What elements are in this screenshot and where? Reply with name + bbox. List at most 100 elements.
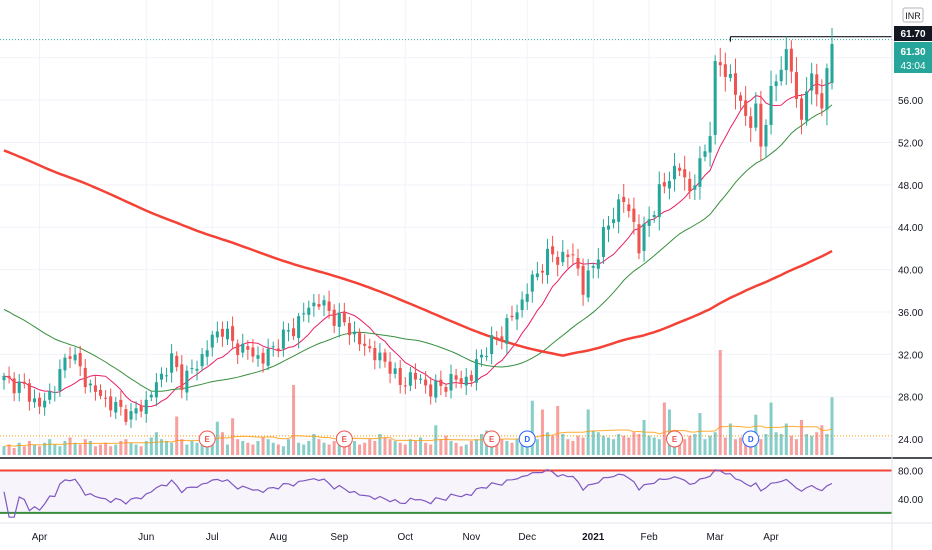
time-tick-label: Sep bbox=[330, 532, 348, 543]
volume-bar bbox=[799, 420, 804, 455]
candle-body bbox=[129, 411, 133, 420]
volume-bar bbox=[383, 437, 387, 455]
price-tick-label: 32.00 bbox=[898, 350, 923, 361]
rsi-indicator bbox=[0, 468, 892, 518]
volume-bar bbox=[48, 439, 52, 455]
price-tick-label: 52.00 bbox=[898, 138, 923, 149]
candle-body bbox=[200, 354, 204, 367]
volume-bar bbox=[718, 350, 722, 455]
volume-bar bbox=[195, 442, 199, 455]
candle-body bbox=[27, 383, 31, 402]
price-axis[interactable]: 60.0056.0052.0048.0044.0040.0036.0032.00… bbox=[898, 54, 923, 506]
candle-body bbox=[236, 343, 240, 356]
candle-body bbox=[302, 313, 306, 315]
volume-bar bbox=[358, 444, 362, 455]
candle-body bbox=[683, 169, 687, 178]
candle-body bbox=[647, 219, 651, 226]
volume-bar bbox=[759, 439, 763, 455]
candle-body bbox=[723, 64, 727, 77]
candle-body bbox=[789, 48, 793, 72]
rsi-tick-label: 80.00 bbox=[898, 466, 923, 477]
time-tick-label: Aug bbox=[269, 532, 287, 543]
earnings-marker[interactable]: E bbox=[666, 430, 684, 448]
candle-body bbox=[332, 309, 336, 326]
rsi-line bbox=[3, 468, 833, 518]
dividend-marker[interactable]: D bbox=[742, 430, 760, 448]
volume-bar bbox=[708, 435, 712, 455]
earnings-marker[interactable]: E bbox=[198, 430, 216, 448]
time-tick-label: Jul bbox=[206, 532, 219, 543]
candle-body bbox=[225, 328, 230, 340]
price-pane[interactable] bbox=[0, 0, 892, 457]
candle-body bbox=[190, 368, 194, 370]
volume-bar bbox=[109, 446, 113, 455]
volume-bar bbox=[530, 400, 534, 455]
earnings-marker[interactable]: E bbox=[335, 430, 353, 448]
volume-bar bbox=[662, 402, 666, 455]
volume-bar bbox=[378, 434, 382, 455]
marker-label: E bbox=[342, 435, 348, 444]
rsi-tick-label: 40.00 bbox=[898, 495, 923, 506]
candle-body bbox=[495, 337, 499, 339]
candle-body bbox=[439, 379, 443, 386]
volume-bar bbox=[246, 442, 250, 455]
candle-body bbox=[251, 347, 255, 357]
marker-label: E bbox=[672, 435, 678, 444]
volume-bar bbox=[180, 439, 184, 455]
candle-body bbox=[281, 329, 285, 349]
candle-body bbox=[474, 359, 478, 383]
volume-bar bbox=[617, 434, 621, 455]
earnings-marker[interactable]: E bbox=[483, 430, 501, 448]
candle-body bbox=[617, 199, 621, 222]
candle-body bbox=[241, 343, 245, 353]
volume-bar bbox=[144, 441, 148, 455]
dividend-marker[interactable]: D bbox=[518, 430, 536, 448]
candle-body bbox=[337, 312, 341, 327]
volume-bar bbox=[388, 439, 392, 455]
candle-body bbox=[297, 316, 301, 338]
candle-body bbox=[657, 184, 661, 218]
volume-bar bbox=[459, 446, 463, 455]
volume-bar bbox=[637, 434, 641, 455]
volume-bar bbox=[129, 442, 133, 455]
volume-bar bbox=[352, 441, 357, 455]
volume-bar bbox=[647, 435, 651, 455]
marker-circle bbox=[335, 430, 353, 448]
candle-body bbox=[596, 259, 600, 269]
candle-body bbox=[378, 352, 382, 361]
candle-body bbox=[17, 381, 21, 393]
ma-long-line bbox=[3, 149, 833, 357]
candle-body bbox=[109, 396, 113, 411]
candle-body bbox=[749, 116, 753, 128]
candle-body bbox=[124, 409, 128, 422]
candle-body bbox=[149, 394, 153, 398]
currency-badge[interactable]: INR bbox=[902, 7, 924, 23]
marker-circle bbox=[198, 430, 216, 448]
volume-bar bbox=[398, 442, 402, 455]
time-axis[interactable]: Apr Jun Jul Aug Sep Oct Nov Dec 2021 Feb Mar Apr bbox=[32, 532, 780, 543]
volume-bar bbox=[688, 435, 692, 455]
volume-bar bbox=[139, 446, 143, 455]
volume-bar bbox=[678, 437, 682, 455]
volume-bar bbox=[22, 446, 26, 455]
volume-bar bbox=[124, 439, 128, 455]
volume-bar bbox=[200, 437, 204, 455]
volume-bar bbox=[256, 441, 260, 455]
candle-body bbox=[693, 185, 697, 190]
volume-bar bbox=[185, 444, 189, 455]
candle-body bbox=[93, 385, 97, 392]
volume-bar bbox=[53, 444, 57, 455]
candle-body bbox=[510, 315, 514, 318]
marker-circle bbox=[666, 430, 684, 448]
volume-bar bbox=[175, 416, 179, 455]
candle-body bbox=[347, 323, 351, 336]
candle-body bbox=[739, 95, 743, 101]
candle-body bbox=[733, 73, 738, 95]
candle-body bbox=[403, 385, 407, 387]
volume-bar bbox=[83, 439, 87, 455]
volume-bar bbox=[276, 444, 280, 455]
candle-body bbox=[698, 158, 702, 187]
candle-body bbox=[586, 270, 590, 298]
